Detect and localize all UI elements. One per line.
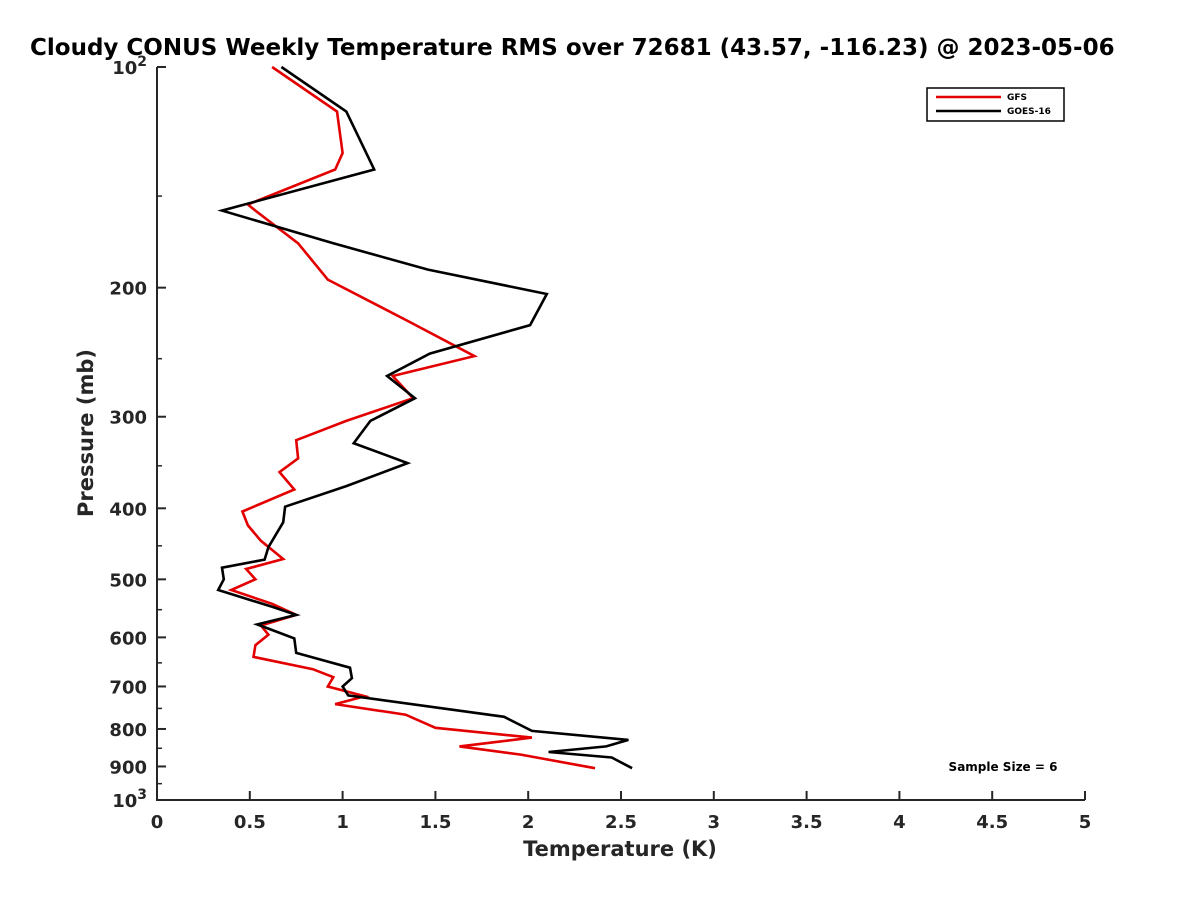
y-tick-label: 400 <box>109 499 147 520</box>
x-tick-label: 5 <box>1079 812 1092 833</box>
y-tick-label: 700 <box>109 677 147 698</box>
plot-area: 0 0.5 1 1.5 2 2.5 3 3.5 4 4.5 5 102 200 300 400 500 600 7… <box>109 54 1091 833</box>
x-tick-label: 3 <box>708 812 721 833</box>
x-tick-label: 0.5 <box>234 812 266 833</box>
x-tick-label: 2.5 <box>605 812 637 833</box>
x-tick-label: 1 <box>336 812 349 833</box>
y-tick-label: 900 <box>109 757 147 778</box>
legend: GFS GOES-16 <box>926 87 1065 122</box>
series-line-goes-16 <box>216 65 633 770</box>
chart-title: Cloudy CONUS Weekly Temperature RMS over… <box>30 35 1115 61</box>
x-tick-label: 4 <box>893 812 906 833</box>
x-tick-label: 3.5 <box>791 812 823 833</box>
y-tick-label: 200 <box>109 279 147 300</box>
y-tick-label: 500 <box>109 570 147 591</box>
axes-layer: 0 0.5 1 1.5 2 2.5 3 3.5 4 4.5 5 102 200 300 400 500 600 7… <box>109 54 1091 833</box>
x-tick-label: 1.5 <box>419 812 451 833</box>
y-tick-label: 800 <box>109 720 147 741</box>
y-axis-label: Pressure (mb) <box>74 349 98 517</box>
legend-box <box>926 87 1065 122</box>
x-tick-label: 4.5 <box>976 812 1008 833</box>
x-tick-label: 0 <box>151 812 164 833</box>
legend-label: GOES-16 <box>1007 107 1051 117</box>
sample-size-annotation: Sample Size = 6 <box>949 760 1058 774</box>
x-axis-label: Temperature (K) <box>523 837 717 861</box>
x-tick-label: 2 <box>522 812 535 833</box>
y-tick-label: 102 <box>112 54 147 79</box>
series-layer <box>216 65 633 770</box>
y-tick-label: 600 <box>109 628 147 649</box>
y-tick-label: 103 <box>112 787 147 812</box>
series-line-gfs <box>227 65 596 770</box>
legend-label: GFS <box>1007 93 1027 103</box>
y-tick-label: 300 <box>109 408 147 429</box>
